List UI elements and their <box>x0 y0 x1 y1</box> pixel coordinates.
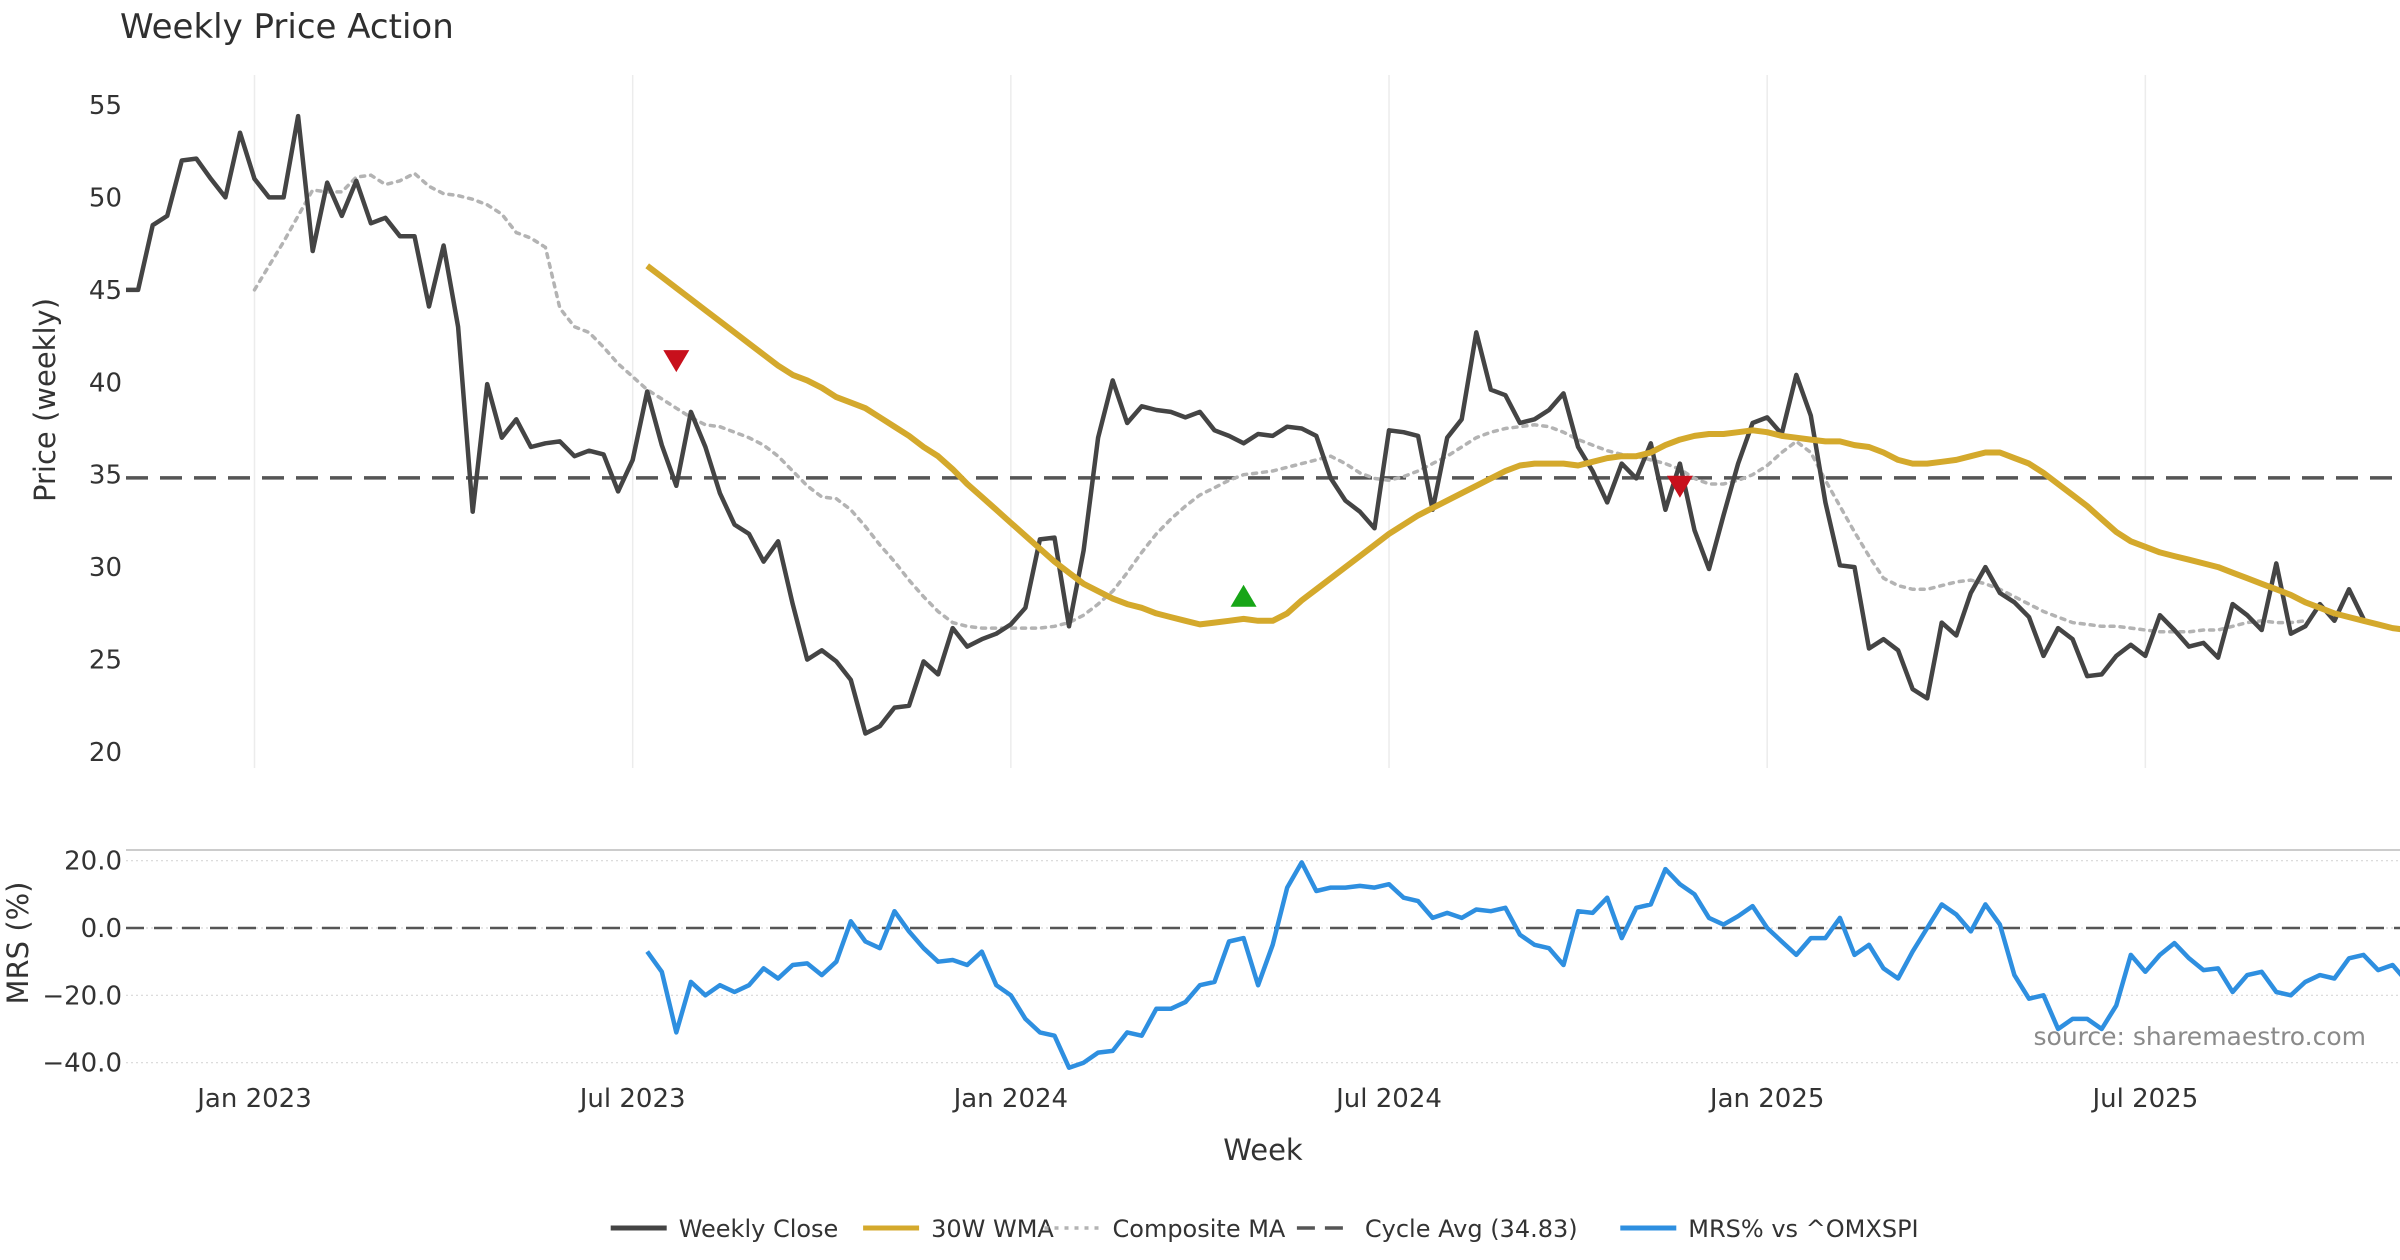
price-y-tick-label: 40 <box>89 368 122 398</box>
x-tick-label: Jul 2024 <box>1334 1084 1442 1114</box>
x-axis-label: Week <box>1223 1133 1303 1167</box>
x-ticks: Jan 2023 Jul 2023 Jan 2024 Jul 2024 Jan 2025… <box>195 1084 2198 1114</box>
sell-signal-marker <box>663 350 689 372</box>
mrs-y-tick-label: −20.0 <box>42 981 122 1011</box>
legend-label: Cycle Avg (34.83) <box>1365 1215 1578 1243</box>
weekly-close-line <box>80 116 2364 733</box>
price-y-axis-label: Price (weekly) <box>28 298 62 502</box>
x-tick-label: Jul 2025 <box>2090 1084 2198 1114</box>
price-y-tick-label: 35 <box>89 461 122 491</box>
legend-label: MRS% vs ^OMXSPI <box>1688 1215 1918 1243</box>
legend-label: Weekly Close <box>679 1215 839 1243</box>
price-y-tick-label: 50 <box>89 183 122 213</box>
price-chart: Weekly Price Action 20 25 30 35 40 45 50 55 20.… <box>0 0 2400 1260</box>
price-y-tick-label: 45 <box>89 276 122 306</box>
x-tick-label: Jan 2024 <box>952 1084 1069 1114</box>
x-tick-label: Jan 2023 <box>195 1084 312 1114</box>
chart-title: Weekly Price Action <box>120 7 454 47</box>
x-tick-label: Jan 2025 <box>1708 1084 1825 1114</box>
source-text: source: sharemaestro.com <box>2034 1022 2367 1051</box>
price-y-tick-label: 55 <box>89 91 122 121</box>
composite-ma-line <box>255 173 2306 631</box>
price-y-tick-label: 30 <box>89 553 122 583</box>
legend-label: 30W WMA <box>931 1215 1054 1243</box>
price-y-tick-label: 25 <box>89 646 122 676</box>
mrs-y-tick-label: 0.0 <box>81 914 122 944</box>
legend: Weekly Close 30W WMA Composite MA Cycle Avg… <box>611 1215 1919 1243</box>
legend-label: Composite MA <box>1113 1215 1286 1243</box>
price-y-ticks: 20 25 30 35 40 45 50 55 <box>89 91 122 768</box>
mrs-y-tick-label: −40.0 <box>42 1049 122 1079</box>
wma-30w-line <box>647 266 2400 630</box>
mrs-y-ticks: 20.0 0.0 −20.0 −40.0 <box>42 847 122 1079</box>
mrs-y-axis-label: MRS (%) <box>1 882 35 1005</box>
price-y-tick-label: 20 <box>89 738 122 768</box>
buy-signal-marker <box>1231 585 1257 607</box>
grid <box>126 75 2400 1063</box>
x-tick-label: Jul 2023 <box>578 1084 686 1114</box>
mrs-y-tick-label: 20.0 <box>64 847 122 877</box>
